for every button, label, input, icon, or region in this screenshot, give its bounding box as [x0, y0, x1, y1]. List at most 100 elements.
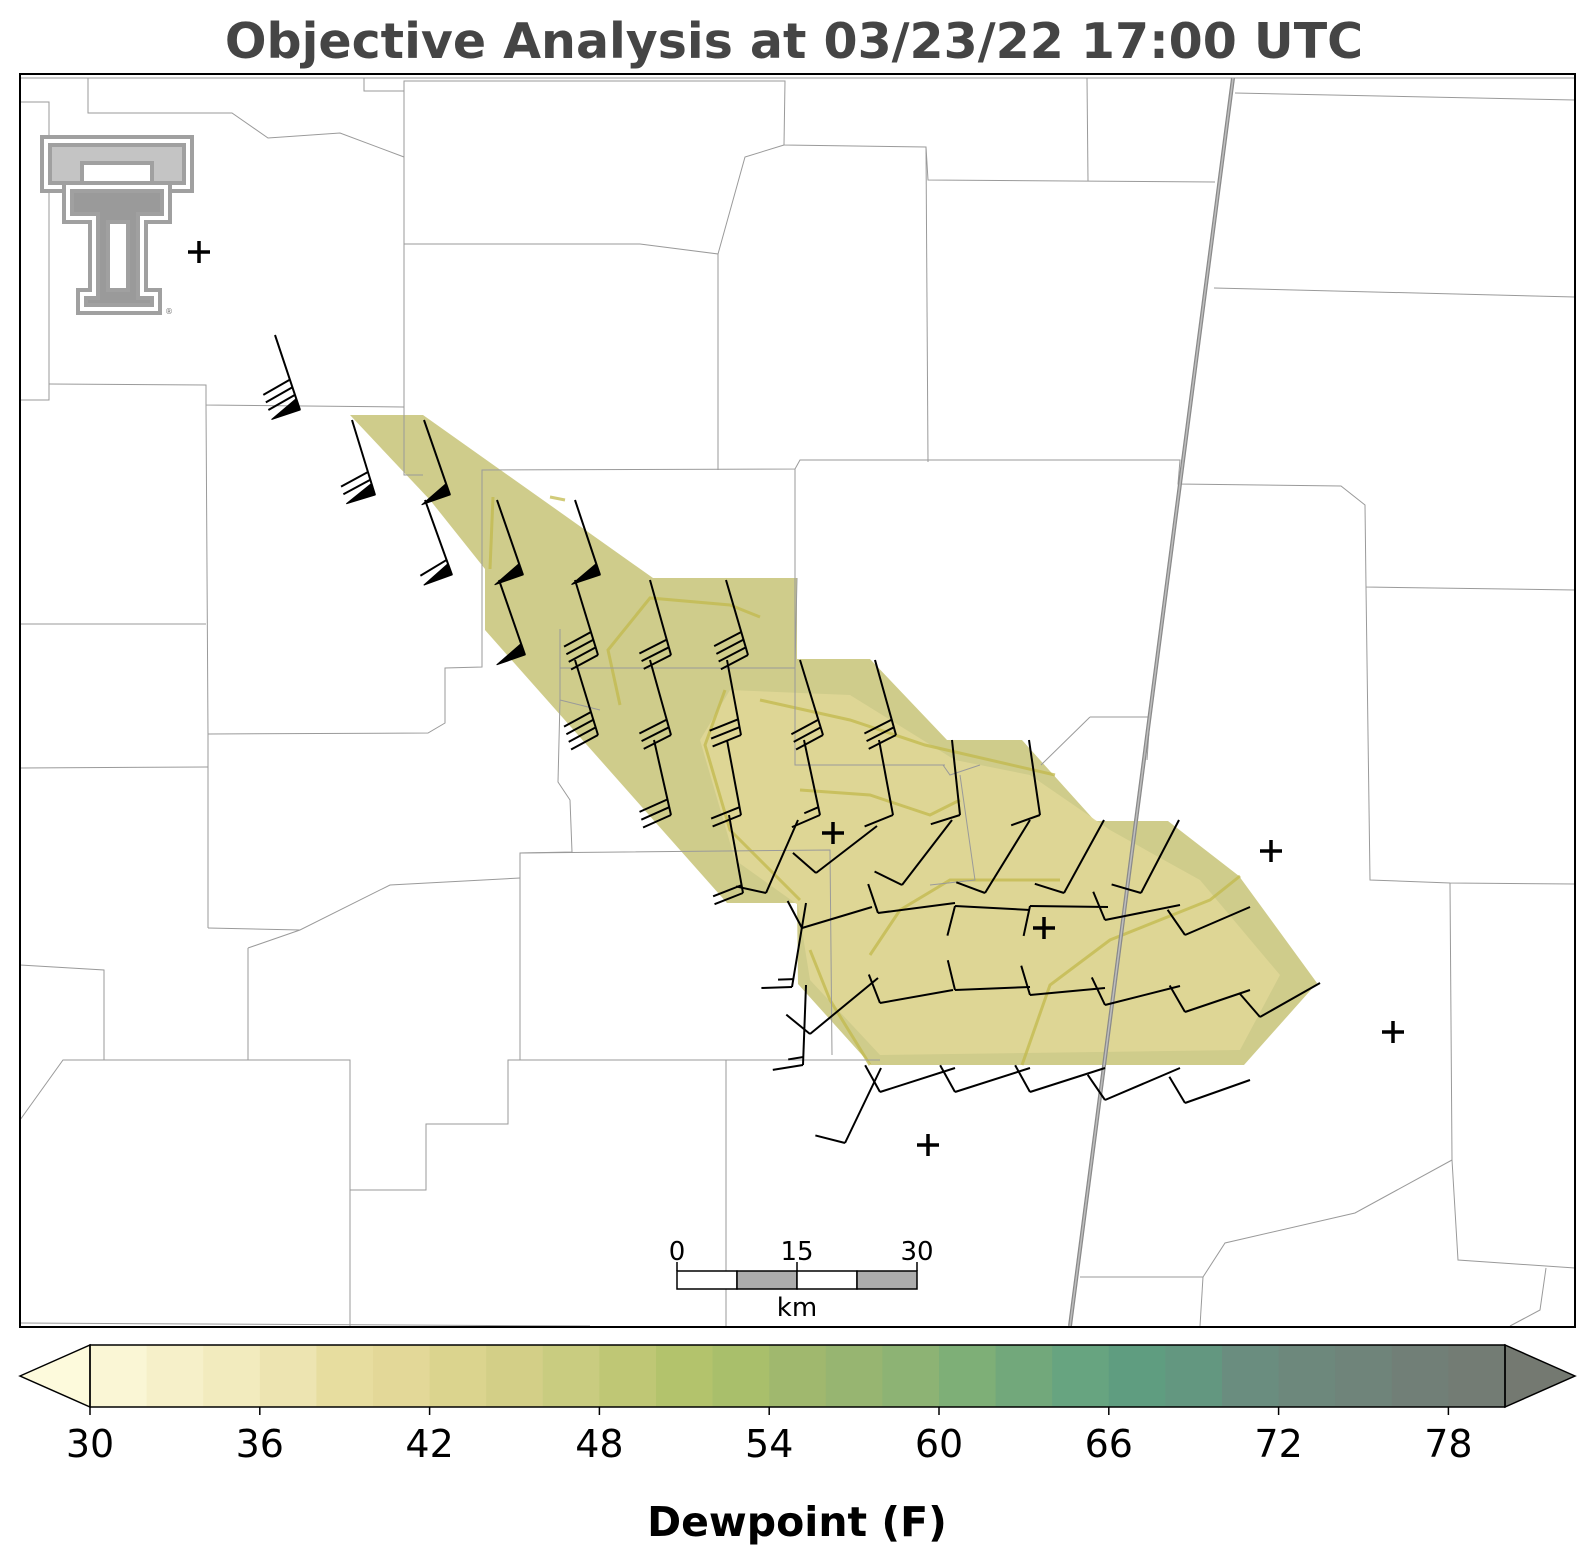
wind-barbs: [262, 334, 1321, 1144]
wind-barb-full: [643, 734, 672, 750]
colorbar-cell: [316, 1345, 374, 1407]
colorbar-tick-label: 78: [1424, 1422, 1472, 1466]
colorbar-cell: [939, 1345, 997, 1407]
wind-barb: [874, 819, 953, 886]
highway-line: [1068, 77, 1235, 1327]
wind-barb: [1090, 976, 1181, 1006]
wind-barb-full: [785, 1013, 811, 1035]
wind-barb-shaft: [574, 499, 601, 576]
wind-barb-full: [946, 905, 956, 936]
wind-barb-full: [568, 726, 597, 743]
wind-barb-full: [712, 814, 742, 828]
colorbar-cell: [1165, 1345, 1223, 1407]
wind-barb-full: [565, 638, 594, 656]
wind-barb-shaft: [984, 819, 1031, 894]
wind-barb-full: [1111, 883, 1142, 894]
missing-station-markers: [188, 241, 1404, 1156]
wind-barb: [786, 900, 873, 929]
wind-barb: [1020, 965, 1106, 996]
wind-barb: [419, 499, 453, 586]
wind-barb-shaft: [1028, 739, 1041, 816]
wind-barb-shaft: [801, 906, 873, 929]
wind-barb-flag: [271, 397, 301, 420]
colorbar-tick-label: 48: [575, 1422, 623, 1466]
wind-barb-shaft: [1184, 906, 1251, 936]
wind-barb-shaft: [765, 819, 799, 894]
wind-barb: [772, 984, 807, 1071]
colorbar-frame: [89, 1344, 1506, 1408]
colorbar-cell: [1108, 1345, 1166, 1407]
colorbar-cell: [1222, 1345, 1280, 1407]
texas-tech-double-t-logo: ®: [40, 135, 194, 316]
wind-barb: [790, 659, 824, 751]
wind-barb-shaft: [803, 739, 821, 816]
wind-barb-shaft: [901, 819, 953, 886]
wind-barb-shaft: [799, 659, 824, 736]
wind-barb-full: [710, 806, 740, 820]
wind-barb-shaft: [954, 986, 1031, 991]
wind-barb-full: [640, 806, 670, 821]
wind-barb-shaft: [844, 1067, 882, 1144]
wind-barb-shaft: [1140, 819, 1180, 894]
dewpoint-fill-inner: [700, 690, 1280, 1055]
wind-barb: [1168, 985, 1251, 1013]
wind-barb-full: [710, 726, 740, 740]
wind-barb-flag: [496, 642, 526, 666]
wind-barb-full: [939, 1064, 956, 1093]
colorbar-cell: [1448, 1345, 1506, 1407]
wind-barb-full: [570, 734, 599, 751]
wind-barb-full: [735, 885, 767, 894]
colorbar-cell: [373, 1345, 431, 1407]
wind-barb-full: [720, 654, 749, 671]
scale-tick-0: 0: [669, 1237, 686, 1267]
wind-barb-full: [1090, 976, 1106, 1006]
scale-unit: km: [777, 1293, 817, 1323]
wind-barb-shaft: [423, 419, 451, 496]
wind-barb: [563, 659, 599, 751]
colorbar-cell: [1052, 1345, 1110, 1407]
colorbar-cell: [712, 1345, 770, 1407]
wind-barb: [1239, 982, 1321, 1018]
plus-marker: [1382, 1021, 1404, 1043]
wind-barb-shaft: [809, 977, 879, 1035]
wind-barb-full: [570, 654, 599, 671]
wind-barb-full: [638, 638, 668, 655]
colorbar-cell: [1391, 1345, 1449, 1407]
wind-barb: [930, 739, 961, 826]
wind-barb-full: [1092, 891, 1106, 921]
wind-barb: [955, 819, 1031, 894]
wind-barb-shaft: [954, 905, 1031, 911]
colorbar-cell: [1278, 1345, 1336, 1407]
colorbar-cell: [656, 1345, 714, 1407]
map-panel: ® 0 15 30 km: [19, 73, 1576, 1328]
wind-barb-shaft: [274, 334, 301, 411]
wind-barb-full: [815, 1134, 846, 1144]
wind-barb-full: [563, 711, 592, 728]
wind-barb-shaft: [1063, 819, 1105, 894]
wind-barb-full: [1022, 905, 1031, 937]
colorbar-label: Dewpoint (F): [647, 1498, 947, 1546]
wind-barb-full: [642, 814, 672, 829]
wind-barb-shaft: [874, 659, 897, 736]
wind-barb-shaft: [574, 659, 599, 736]
wind-barb: [735, 819, 799, 894]
wind-barb-full: [868, 734, 897, 750]
wind-barb-shaft: [725, 579, 749, 656]
wind-barb-shaft: [954, 1067, 1031, 1093]
wind-barb-shaft: [649, 579, 672, 656]
wind-barb-shaft: [653, 739, 672, 816]
wind-barb-shaft: [879, 989, 954, 1004]
county-borders: [19, 77, 1576, 1327]
wind-barb-full: [1166, 909, 1186, 936]
wind-barb-full: [639, 798, 668, 813]
wind-barb-flag: [346, 482, 376, 505]
wind-barb-shaft: [728, 814, 744, 894]
colorbar-ticks: 30 36 42 48 54 60 66 72 78: [66, 1407, 1473, 1466]
wind-barb-full: [340, 471, 369, 488]
wind-barb-shaft: [1029, 905, 1109, 908]
wind-barb: [1010, 739, 1041, 827]
wind-barb: [638, 579, 672, 670]
wind-barb: [1166, 906, 1251, 936]
wind-barb: [1014, 1064, 1106, 1093]
